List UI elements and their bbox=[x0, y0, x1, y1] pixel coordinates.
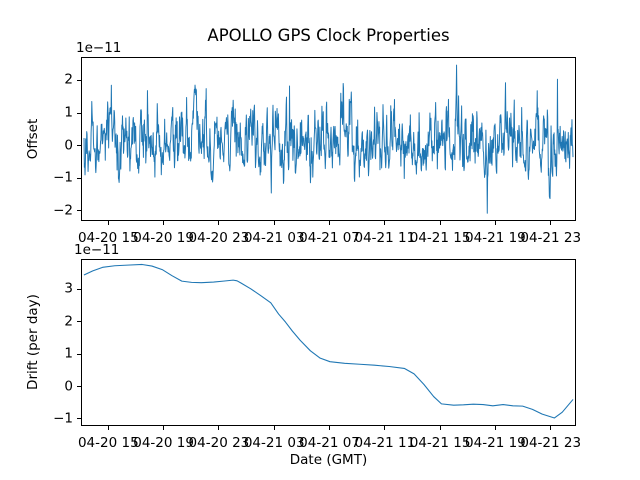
y-tick-mark bbox=[77, 177, 81, 179]
x-tick-label: 04-21 03 bbox=[243, 230, 305, 246]
offset-plot-area bbox=[81, 57, 576, 221]
x-tick-label: 04-21 19 bbox=[465, 230, 526, 246]
y-tick-label: 1 bbox=[64, 104, 73, 121]
y-tick-label: −1 bbox=[53, 410, 73, 427]
x-tick-label: 04-21 11 bbox=[354, 230, 416, 246]
x-tick-label: 04-21 07 bbox=[299, 435, 360, 451]
x-tick-mark bbox=[550, 426, 552, 430]
x-tick-label: 04-21 23 bbox=[520, 435, 582, 451]
x-tick-label: 04-21 11 bbox=[354, 435, 416, 451]
x-tick-label: 04-20 15 bbox=[77, 230, 139, 246]
y-tick-label: 0 bbox=[64, 137, 73, 154]
x-tick-mark bbox=[439, 426, 441, 430]
x-tick-label: 04-21 15 bbox=[409, 435, 471, 451]
x-tick-mark bbox=[107, 221, 109, 225]
x-tick-mark bbox=[329, 221, 331, 225]
drift-plot-area bbox=[81, 259, 576, 426]
y-tick-mark bbox=[77, 321, 81, 323]
x-tick-label: 04-21 07 bbox=[299, 230, 360, 246]
x-tick-mark bbox=[107, 426, 109, 430]
x-tick-label: 04-20 23 bbox=[188, 435, 250, 451]
x-tick-mark bbox=[163, 426, 165, 430]
y-tick-mark bbox=[77, 79, 81, 81]
x-tick-label: 04-21 23 bbox=[520, 230, 582, 246]
offset-series-line bbox=[83, 64, 574, 214]
y-tick-label: 1 bbox=[64, 345, 73, 362]
y-tick-mark bbox=[77, 353, 81, 355]
y-tick-mark bbox=[77, 210, 81, 212]
x-tick-mark bbox=[384, 221, 386, 225]
offset-axis-scale-text: 1e−11 bbox=[76, 40, 122, 56]
x-tick-label: 04-21 03 bbox=[243, 435, 305, 451]
x-tick-mark bbox=[384, 426, 386, 430]
y-tick-label: −2 bbox=[53, 202, 73, 219]
x-tick-mark bbox=[273, 426, 275, 430]
x-tick-mark bbox=[494, 221, 496, 225]
x-tick-label: 04-20 15 bbox=[77, 435, 139, 451]
x-tick-label: 04-20 23 bbox=[188, 230, 250, 246]
x-tick-mark bbox=[163, 221, 165, 225]
y-tick-label: 3 bbox=[64, 281, 73, 298]
x-tick-label: 04-21 15 bbox=[409, 230, 471, 246]
x-tick-mark bbox=[218, 221, 220, 225]
x-tick-mark bbox=[494, 426, 496, 430]
y-tick-label: 0 bbox=[64, 378, 73, 395]
y-tick-label: 2 bbox=[64, 313, 73, 330]
x-tick-mark bbox=[550, 221, 552, 225]
y-tick-label: 2 bbox=[64, 72, 73, 89]
drift-axis-scale-text: 1e−11 bbox=[74, 242, 120, 258]
y-tick-mark bbox=[77, 386, 81, 387]
chart-title: APOLLO GPS Clock Properties bbox=[207, 26, 450, 45]
x-tick-label: 04-21 19 bbox=[465, 435, 526, 451]
y-tick-mark bbox=[77, 288, 81, 290]
x-tick-mark bbox=[439, 221, 441, 225]
x-tick-mark bbox=[273, 221, 275, 225]
x-tick-mark bbox=[218, 426, 220, 430]
y-tick-mark bbox=[77, 112, 81, 114]
drift-y-axis-label: Drift (per day) bbox=[25, 294, 41, 390]
y-tick-label: −1 bbox=[53, 169, 73, 186]
y-tick-mark bbox=[77, 418, 81, 420]
x-tick-label: 04-20 19 bbox=[133, 435, 194, 451]
x-tick-mark bbox=[329, 426, 331, 430]
x-tick-label: 04-20 19 bbox=[133, 230, 194, 246]
x-axis-label: Date (GMT) bbox=[289, 452, 368, 468]
drift-series-line bbox=[83, 263, 574, 419]
y-tick-mark bbox=[77, 145, 81, 147]
